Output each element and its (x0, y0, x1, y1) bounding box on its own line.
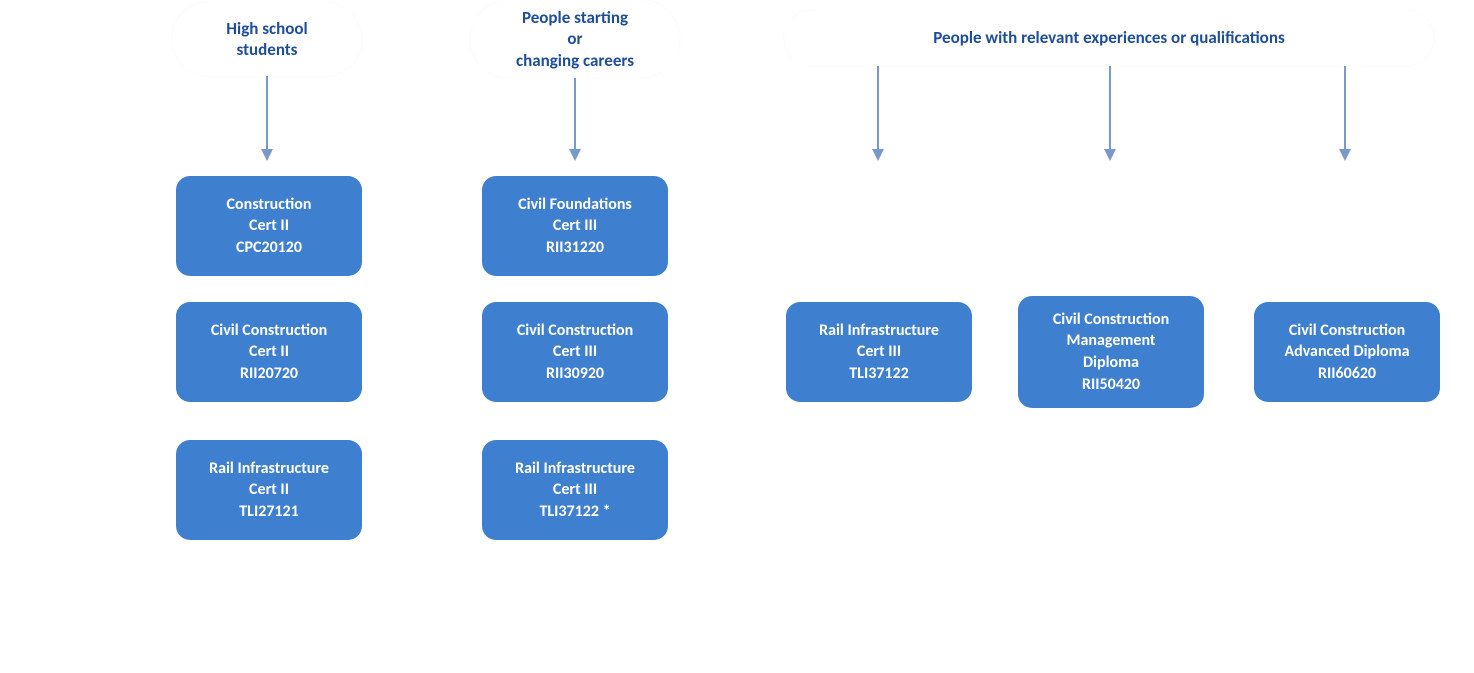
card-civilfound-c3-line: RII31220 (546, 237, 604, 259)
arr-4 (1098, 66, 1122, 162)
card-civilcon-c3: Civil ConstructionCert IIIRII30920 (482, 302, 668, 402)
hdr-changing-line: or (516, 28, 634, 49)
card-railinfra-c2-line: TLI27121 (239, 501, 299, 523)
card-civilcon-c2-line: RII20720 (240, 363, 298, 385)
card-railinfra-c3-line: TLI37122 (849, 363, 909, 385)
hdr-experienced: People with relevant experiences or qual… (784, 10, 1434, 66)
hdr-changing-line: People starting (516, 7, 634, 28)
card-civilcon-c3-line: Civil Construction (517, 320, 633, 342)
hdr-changing: People startingorchanging careers (470, 0, 680, 78)
hdr-highschool: High schoolstudents (172, 2, 362, 76)
card-railinfra-c3: Rail InfrastructureCert IIITLI37122 (786, 302, 972, 402)
card-civilcon-mgmt-dip-line: Management (1067, 330, 1156, 352)
card-construction-c2-line: Cert II (249, 215, 289, 237)
card-civilcon-mgmt-dip-line: RII50420 (1082, 374, 1140, 396)
card-construction-c2-line: CPC20120 (236, 237, 302, 259)
card-civilcon-mgmt-dip-line: Diploma (1083, 352, 1139, 374)
card-civilcon-adv-dip: Civil ConstructionAdvanced DiplomaRII606… (1254, 302, 1440, 402)
card-civilcon-c3-line: RII30920 (546, 363, 604, 385)
card-railinfra-c3-star-line: Rail Infrastructure (515, 458, 635, 480)
card-civilfound-c3-line: Civil Foundations (518, 194, 632, 216)
card-civilcon-adv-dip-line: Advanced Diploma (1284, 341, 1409, 363)
hdr-highschool-line: students (226, 39, 307, 60)
card-civilcon-adv-dip-line: Civil Construction (1289, 320, 1405, 342)
card-railinfra-c3-star: Rail InfrastructureCert IIITLI37122 * (482, 440, 668, 540)
card-civilcon-adv-dip-line: RII60620 (1318, 363, 1376, 385)
card-railinfra-c2-line: Rail Infrastructure (209, 458, 329, 480)
diagram-stage: High schoolstudents People startingorchan… (0, 0, 1474, 673)
card-civilfound-c3: Civil FoundationsCert IIIRII31220 (482, 176, 668, 276)
card-railinfra-c3-star-line: TLI37122 * (539, 501, 610, 523)
card-civilcon-c2: Civil ConstructionCert IIRII20720 (176, 302, 362, 402)
arr-1 (255, 76, 279, 162)
card-civilcon-c2-line: Civil Construction (211, 320, 327, 342)
card-railinfra-c3-line: Rail Infrastructure (819, 320, 939, 342)
arr-2 (563, 78, 587, 162)
card-railinfra-c2-line: Cert II (249, 479, 289, 501)
card-civilcon-mgmt-dip-line: Civil Construction (1053, 309, 1169, 331)
card-civilcon-mgmt-dip: Civil ConstructionManagementDiplomaRII50… (1018, 296, 1204, 408)
card-railinfra-c3-line: Cert III (857, 341, 901, 363)
hdr-experienced-line: People with relevant experiences or qual… (933, 27, 1284, 48)
hdr-highschool-line: High school (226, 18, 307, 39)
arr-3 (866, 66, 890, 162)
arr-5 (1333, 66, 1357, 162)
card-railinfra-c2: Rail InfrastructureCert IITLI27121 (176, 440, 362, 540)
card-construction-c2: ConstructionCert IICPC20120 (176, 176, 362, 276)
card-civilfound-c3-line: Cert III (553, 215, 597, 237)
card-railinfra-c3-star-line: Cert III (553, 479, 597, 501)
hdr-changing-line: changing careers (516, 50, 634, 71)
card-civilcon-c3-line: Cert III (553, 341, 597, 363)
card-construction-c2-line: Construction (227, 194, 312, 216)
card-civilcon-c2-line: Cert II (249, 341, 289, 363)
